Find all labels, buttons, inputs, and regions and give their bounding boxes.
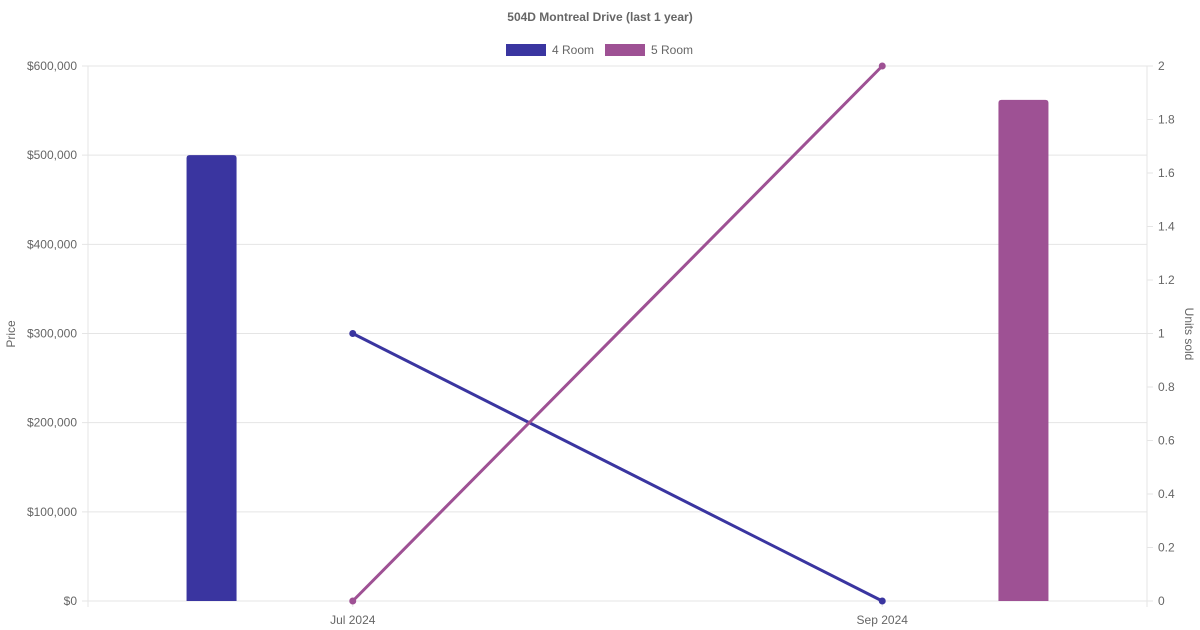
point-5-room-jul-2024[interactable]: [349, 597, 357, 605]
lines: [349, 62, 886, 605]
legend-swatch-4-room: [506, 44, 546, 56]
y-right-tick-label: 0.8: [1158, 380, 1175, 394]
point-4-room-jul-2024[interactable]: [349, 330, 357, 337]
y-right-tick-label: 0: [1158, 594, 1165, 608]
y-right-tick-label: 1.2: [1158, 273, 1175, 287]
x-tick-label-jul-2024: Jul 2024: [330, 613, 376, 627]
legend-label-5-room: 5 Room: [651, 43, 693, 57]
y-left-tick-label: $100,000: [27, 505, 77, 519]
y-left-tick-label: $300,000: [27, 327, 77, 341]
legend-swatch-5-room: [605, 44, 645, 56]
x-tick-label-sep-2024: Sep 2024: [857, 613, 909, 627]
legend-item-4-room[interactable]: 4 Room: [506, 43, 594, 57]
y-axis-right-title: Units sold: [1182, 308, 1196, 361]
y-right-tick-label: 1: [1158, 327, 1165, 341]
y-left-tick-label: $200,000: [27, 416, 77, 430]
legend-item-5-room[interactable]: 5 Room: [605, 43, 693, 57]
chart-title: 504D Montreal Drive (last 1 year): [507, 10, 692, 24]
y-right-tick-label: 0.4: [1158, 487, 1175, 501]
y-axis-left-title: Price: [4, 320, 18, 348]
axes: $0 $100,000 $200,000 $300,000 $400,000 $500,0…: [27, 59, 1175, 627]
line-4-room: [352, 332, 883, 603]
bar-4-room-jul-2024[interactable]: [186, 155, 237, 601]
grid: [82, 65, 1153, 607]
legend-label-4-room: 4 Room: [552, 43, 594, 57]
y-right-tick-label: 2: [1158, 59, 1165, 73]
legend: 4 Room 5 Room: [506, 43, 693, 57]
y-left-tick-label: $400,000: [27, 237, 77, 251]
y-right-tick-label: 0.6: [1158, 434, 1175, 448]
y-right-tick-label: 1.8: [1158, 113, 1175, 127]
y-left-tick-label: $600,000: [27, 59, 77, 73]
y-right-tick-label: 1.6: [1158, 166, 1175, 180]
y-left-tick-label: $500,000: [27, 148, 77, 162]
bars: [186, 99, 1049, 601]
bar-5-room-sep-2024[interactable]: [998, 99, 1049, 601]
y-right-tick-label: 0.2: [1158, 541, 1175, 555]
point-4-room-sep-2024[interactable]: [878, 597, 886, 605]
y-right-tick-label: 1.4: [1158, 220, 1175, 234]
point-5-room-sep-2024[interactable]: [878, 62, 886, 70]
line-5-room: [351, 64, 884, 603]
y-left-tick-label: $0: [64, 594, 78, 608]
